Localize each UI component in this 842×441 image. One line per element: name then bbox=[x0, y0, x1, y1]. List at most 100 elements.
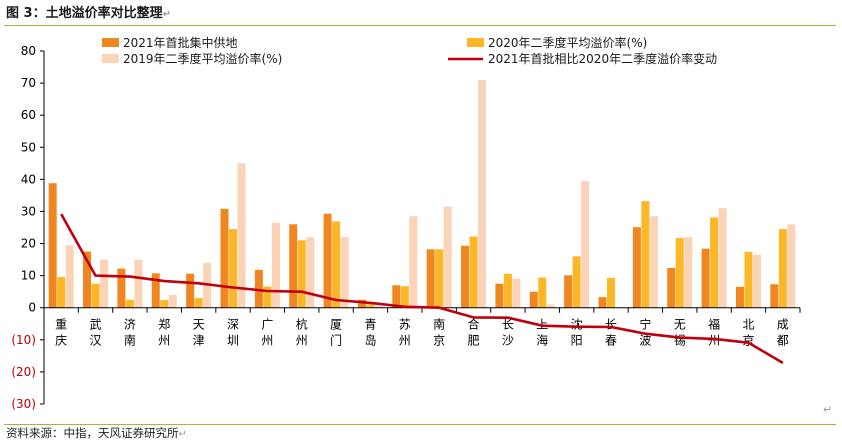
x-category-label: 天津 bbox=[193, 318, 205, 348]
title-divider bbox=[4, 25, 836, 26]
bar-3 bbox=[374, 306, 383, 308]
bar-1 bbox=[48, 183, 57, 308]
bar-2 bbox=[710, 217, 719, 308]
x-category-label: 厦门 bbox=[330, 318, 342, 348]
figure-title: 图 3：土地溢价率对比整理↵ bbox=[6, 2, 171, 21]
x-category-label: 青岛 bbox=[364, 318, 376, 348]
bar-1 bbox=[529, 291, 538, 308]
y-tick-label: 20 bbox=[21, 237, 36, 251]
bar-2 bbox=[469, 236, 478, 308]
bar-2 bbox=[778, 229, 787, 308]
x-category-label: 深圳 bbox=[227, 318, 239, 348]
x-category-label: 武汉 bbox=[90, 318, 102, 348]
bar-2 bbox=[91, 283, 100, 308]
y-tick-label: (10) bbox=[11, 333, 36, 347]
bar-3 bbox=[409, 216, 418, 308]
y-tick-label: 60 bbox=[21, 108, 36, 122]
bar-2 bbox=[366, 304, 375, 308]
bar-1 bbox=[186, 273, 195, 308]
bar-3 bbox=[134, 259, 143, 308]
bar-3 bbox=[65, 245, 74, 308]
bar-2 bbox=[675, 238, 684, 308]
bar-2 bbox=[641, 201, 650, 308]
bar-2 bbox=[229, 229, 237, 308]
bar-2 bbox=[160, 300, 169, 308]
y-tick-label: 80 bbox=[21, 44, 36, 58]
return-mark-icon: ↵ bbox=[178, 429, 187, 440]
bar-1 bbox=[151, 273, 160, 308]
bar-2 bbox=[400, 286, 409, 308]
x-category-label: 成都 bbox=[777, 318, 789, 348]
bar-2 bbox=[572, 256, 581, 308]
bar-1 bbox=[701, 248, 710, 308]
legend-swatch bbox=[102, 38, 119, 47]
legend-label: 2020年二季度平均溢价率(%) bbox=[488, 35, 647, 50]
legend-label: 2021年首批相比2020年二季度溢价率变动 bbox=[488, 51, 717, 66]
y-tick-label: 10 bbox=[21, 269, 36, 283]
bar-1 bbox=[770, 284, 779, 308]
bar-1 bbox=[564, 275, 573, 308]
bar-3 bbox=[512, 278, 521, 308]
x-category-label: 郑州 bbox=[158, 317, 170, 348]
bar-3 bbox=[684, 237, 693, 308]
x-category-label: 无锡 bbox=[674, 318, 686, 348]
y-tick-label: 40 bbox=[21, 172, 36, 186]
legend-label: 2019年二季度平均溢价率(%) bbox=[123, 51, 282, 66]
figure-title-text: 图 3：土地溢价率对比整理 bbox=[6, 6, 163, 21]
bar-3 bbox=[718, 208, 727, 308]
x-category-label: 福州 bbox=[708, 317, 720, 348]
line-series-path bbox=[60, 213, 784, 365]
bar-3 bbox=[443, 206, 452, 308]
bar-marks bbox=[48, 79, 796, 308]
x-category-label: 苏州 bbox=[399, 318, 411, 348]
bar-1 bbox=[357, 299, 366, 308]
y-axis: 80 70 60 50 40 30 20 10 0 (10) (20) (30) bbox=[11, 44, 45, 411]
x-category-label: 长春 bbox=[605, 318, 617, 348]
bar-1 bbox=[323, 213, 332, 308]
x-category-label: 济南 bbox=[124, 317, 136, 348]
bar-2 bbox=[503, 273, 512, 308]
bar-3 bbox=[649, 216, 658, 308]
bar-2 bbox=[57, 276, 66, 308]
bar-1 bbox=[220, 208, 229, 308]
bar-2 bbox=[194, 298, 203, 308]
y-tick-label: 50 bbox=[21, 140, 36, 154]
bar-3 bbox=[237, 163, 246, 308]
x-category-label: 广州 bbox=[261, 318, 273, 348]
bar-2 bbox=[263, 286, 272, 308]
bar-1 bbox=[426, 249, 435, 308]
line-series bbox=[60, 213, 784, 365]
bar-2 bbox=[538, 277, 547, 308]
source-text: 资料来源：中指，天风证券研究所 bbox=[6, 426, 179, 440]
bar-3 bbox=[478, 79, 487, 308]
bar-3 bbox=[168, 294, 177, 308]
bar-1 bbox=[83, 251, 92, 308]
source-note: 资料来源：中指，天风证券研究所↵ bbox=[6, 425, 187, 441]
bar-3 bbox=[752, 254, 761, 308]
legend-label: 2021年首批集中供地 bbox=[123, 35, 238, 50]
bar-3 bbox=[306, 237, 315, 308]
bar-1 bbox=[598, 297, 607, 308]
source-divider bbox=[4, 424, 836, 425]
y-tick-label: (30) bbox=[11, 397, 36, 411]
legend-swatch bbox=[102, 54, 119, 63]
y-tick-label: (20) bbox=[11, 365, 36, 379]
bar-1 bbox=[632, 227, 641, 308]
return-mark-icon: ↵ bbox=[823, 403, 833, 416]
bar-2 bbox=[297, 240, 306, 308]
return-mark-icon: ↵ bbox=[162, 9, 171, 20]
y-tick-label: 70 bbox=[21, 76, 36, 90]
bar-1 bbox=[117, 268, 126, 308]
x-category-label: 长沙 bbox=[502, 318, 514, 348]
bar-3 bbox=[100, 259, 109, 308]
x-axis: 重庆武汉济南郑州天津深圳广州杭州厦门青岛苏州南京合肥长沙上海沈阳长春宁波无锡福州… bbox=[43, 307, 801, 348]
x-category-label: 上海 bbox=[536, 318, 548, 348]
bar-2 bbox=[607, 277, 615, 308]
x-category-label: 宁波 bbox=[639, 317, 651, 348]
bar-1 bbox=[735, 286, 744, 308]
bar-1 bbox=[495, 283, 504, 308]
x-category-label: 重庆 bbox=[55, 318, 67, 348]
x-category-label: 杭州 bbox=[296, 317, 308, 348]
legend-swatch bbox=[467, 38, 484, 47]
bar-3 bbox=[546, 304, 555, 308]
